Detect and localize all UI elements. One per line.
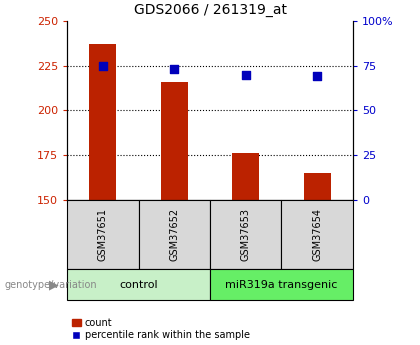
Bar <box>281 200 353 269</box>
Bar <box>67 269 210 300</box>
Text: GSM37651: GSM37651 <box>98 208 108 261</box>
Text: control: control <box>119 280 158 289</box>
Bar <box>139 200 210 269</box>
Text: genotype/variation: genotype/variation <box>4 280 97 289</box>
Bar <box>67 200 139 269</box>
Text: GSM37654: GSM37654 <box>312 208 322 261</box>
Bar <box>232 154 259 200</box>
Bar <box>89 44 116 200</box>
Title: GDS2066 / 261319_at: GDS2066 / 261319_at <box>134 3 286 17</box>
Bar <box>304 173 331 200</box>
Bar <box>210 269 353 300</box>
Bar <box>161 82 188 200</box>
Text: miR319a transgenic: miR319a transgenic <box>225 280 338 289</box>
Point <box>242 72 249 77</box>
Point <box>171 66 178 72</box>
Bar <box>210 200 281 269</box>
Point <box>314 73 320 79</box>
Text: ▶: ▶ <box>49 278 59 291</box>
Point <box>100 63 106 68</box>
Text: GSM37652: GSM37652 <box>169 208 179 261</box>
Text: GSM37653: GSM37653 <box>241 208 251 261</box>
Legend: count, percentile rank within the sample: count, percentile rank within the sample <box>72 318 250 340</box>
